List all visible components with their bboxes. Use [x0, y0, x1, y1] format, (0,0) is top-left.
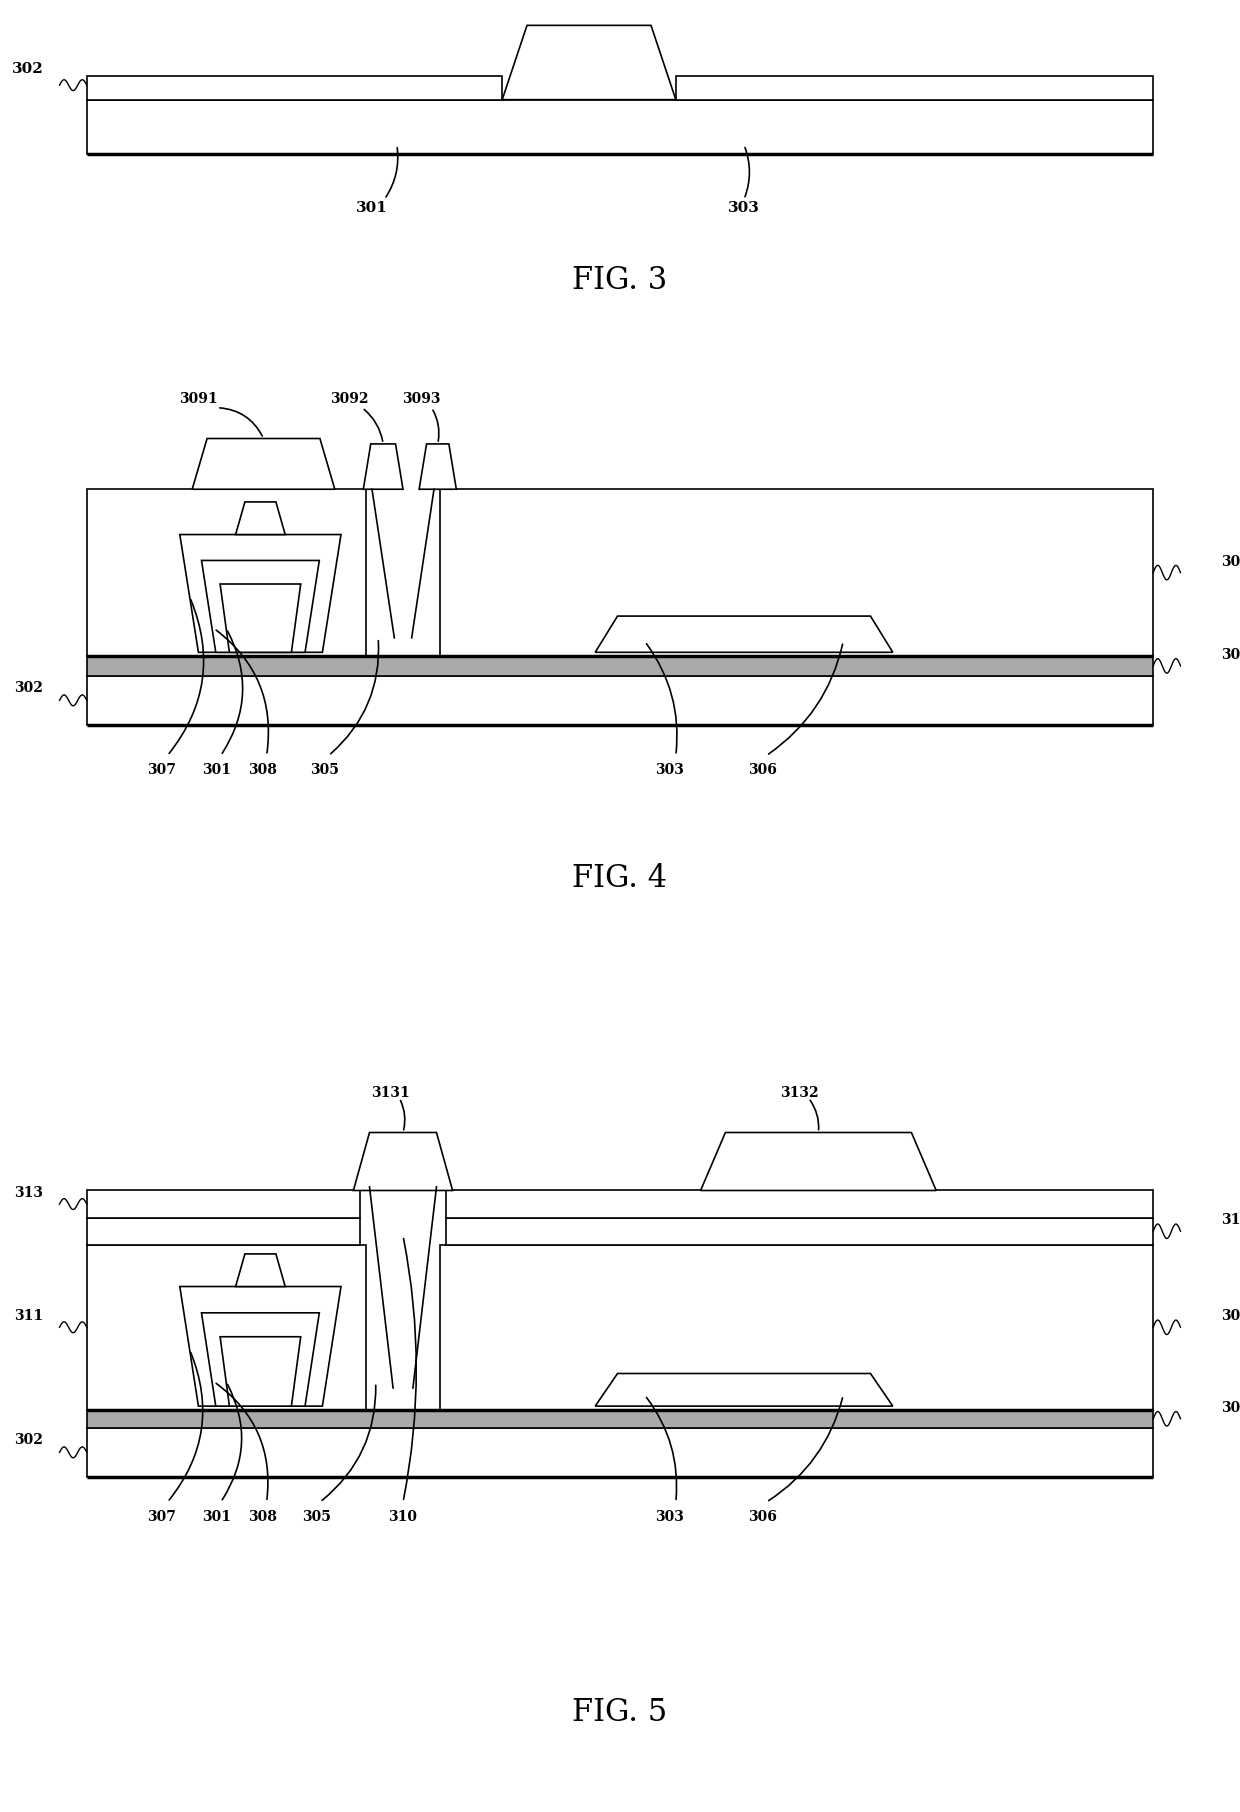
Polygon shape: [595, 1373, 893, 1406]
Polygon shape: [236, 1254, 285, 1287]
Polygon shape: [87, 656, 1153, 676]
Polygon shape: [87, 1410, 1153, 1428]
Text: 309: 309: [1221, 1310, 1240, 1323]
Text: 3131: 3131: [371, 1085, 410, 1100]
Text: 307: 307: [146, 1509, 176, 1524]
Text: 303: 303: [728, 201, 760, 216]
Polygon shape: [440, 1245, 1153, 1410]
Polygon shape: [87, 1428, 1153, 1477]
Polygon shape: [180, 535, 341, 652]
Text: 313: 313: [15, 1187, 43, 1200]
Text: 305: 305: [310, 763, 340, 777]
Text: 312: 312: [1221, 1214, 1240, 1227]
Polygon shape: [87, 676, 1153, 725]
Polygon shape: [236, 502, 285, 535]
Text: 302: 302: [15, 681, 43, 694]
Text: 308: 308: [248, 1509, 278, 1524]
Text: 303: 303: [655, 1509, 684, 1524]
Text: FIG. 4: FIG. 4: [573, 863, 667, 895]
Text: 306: 306: [748, 763, 777, 777]
Polygon shape: [87, 1190, 360, 1218]
Text: 304: 304: [1221, 649, 1240, 661]
Polygon shape: [87, 1245, 366, 1410]
Text: 311: 311: [15, 1310, 43, 1323]
Polygon shape: [446, 1218, 1153, 1245]
Polygon shape: [595, 616, 893, 652]
Polygon shape: [87, 76, 502, 100]
Polygon shape: [676, 76, 1153, 100]
Polygon shape: [440, 489, 1153, 656]
Text: 309: 309: [1221, 554, 1240, 569]
Polygon shape: [701, 1132, 936, 1190]
Polygon shape: [180, 1287, 341, 1406]
Polygon shape: [446, 1190, 1153, 1218]
Text: 3092: 3092: [330, 391, 370, 406]
Polygon shape: [502, 25, 676, 100]
Text: FIG. 3: FIG. 3: [573, 265, 667, 297]
Polygon shape: [353, 1132, 453, 1190]
Polygon shape: [419, 444, 456, 489]
Polygon shape: [87, 489, 366, 656]
Text: 308: 308: [248, 763, 278, 777]
Text: 301: 301: [202, 1509, 232, 1524]
Polygon shape: [201, 1314, 320, 1406]
Polygon shape: [363, 444, 403, 489]
Text: 306: 306: [748, 1509, 777, 1524]
Polygon shape: [192, 439, 335, 489]
Text: 302: 302: [15, 1433, 43, 1446]
Text: 304: 304: [1221, 1401, 1240, 1415]
Text: 3093: 3093: [402, 391, 441, 406]
Polygon shape: [201, 560, 320, 652]
Text: 302: 302: [11, 62, 43, 76]
Text: 305: 305: [301, 1509, 331, 1524]
Text: 301: 301: [356, 201, 388, 216]
Text: 307: 307: [146, 763, 176, 777]
Text: 3132: 3132: [780, 1085, 820, 1100]
Text: 3091: 3091: [179, 391, 218, 406]
Polygon shape: [221, 583, 300, 652]
Text: 301: 301: [202, 763, 232, 777]
Text: 303: 303: [655, 763, 684, 777]
Polygon shape: [87, 1218, 360, 1245]
Text: 310: 310: [388, 1509, 418, 1524]
Polygon shape: [87, 100, 1153, 154]
Text: FIG. 5: FIG. 5: [573, 1696, 667, 1729]
Polygon shape: [221, 1337, 300, 1406]
